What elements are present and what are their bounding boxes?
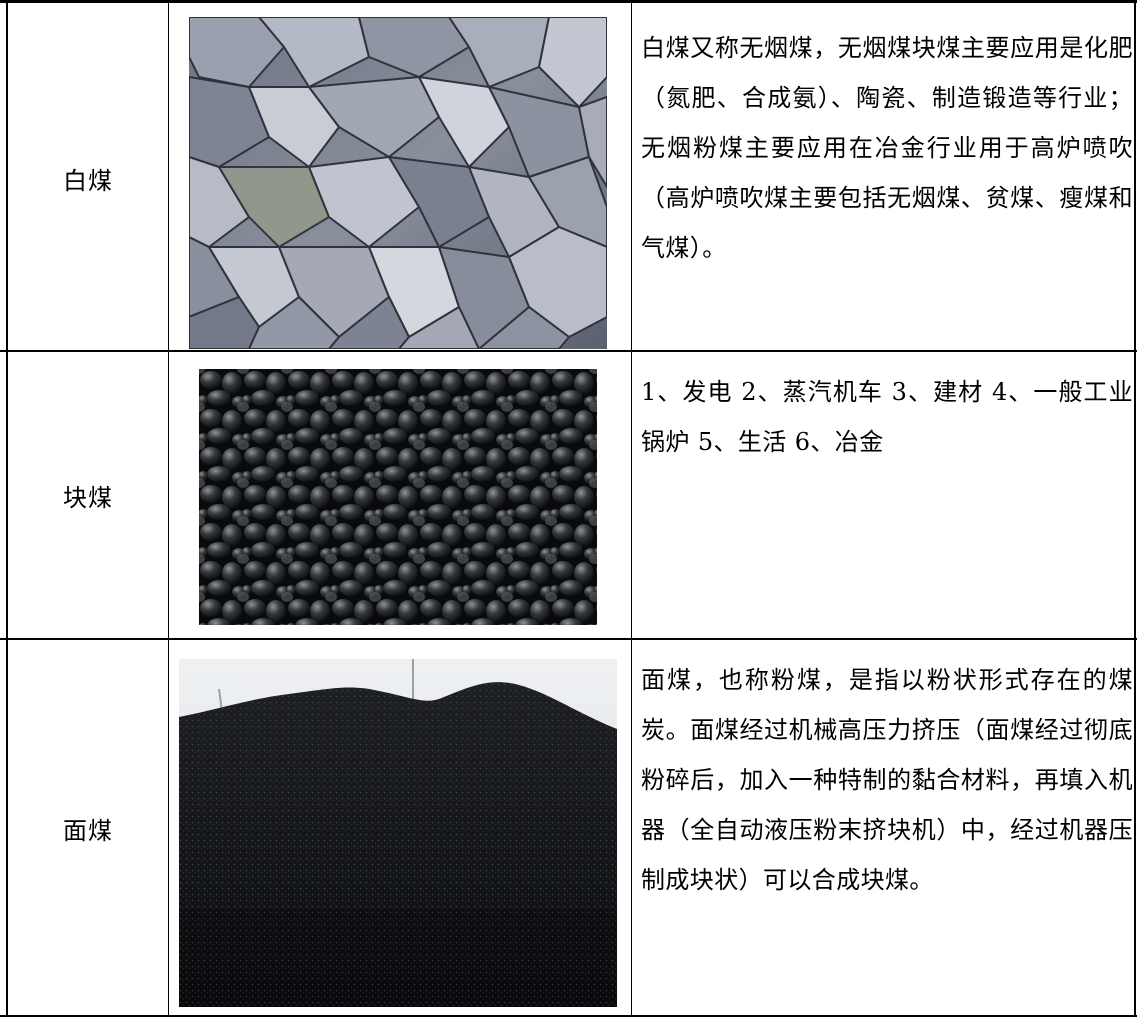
- powdered-coal-photo-art: [179, 659, 617, 1007]
- row-1-name: 白煤: [63, 166, 113, 195]
- row-divider-1: [0, 350, 1137, 352]
- row-2-description: 1、发电 2、蒸汽机车 3、建材 4、一般工业锅炉 5、生活 6、冶金: [641, 378, 1133, 456]
- row-1-description: 白煤又称无烟煤，无烟煤块煤主要应用是化肥（氮肥、合成氨）、陶瓷、制造锻造等行业；…: [641, 34, 1133, 262]
- table-border-right: [1134, 3, 1136, 1017]
- anthracite-photo: [189, 17, 607, 349]
- anthracite-photo-art: [189, 17, 607, 349]
- table-divider-1: [168, 3, 169, 1017]
- lump-coal-photo-art: [199, 369, 597, 625]
- lump-coal-photo: [199, 369, 597, 625]
- table-border-left: [6, 3, 8, 1017]
- row-3-name: 面煤: [63, 817, 113, 845]
- row-3-description: 面煤，也称粉煤，是指以粉状形式存在的煤炭。面煤经过机械高压力挤压（面煤经过彻底粉…: [641, 666, 1133, 894]
- table-divider-2: [631, 3, 632, 1017]
- powdered-coal-photo: [179, 659, 617, 1007]
- row-2-name: 块煤: [63, 483, 113, 512]
- row-divider-2: [0, 638, 1137, 640]
